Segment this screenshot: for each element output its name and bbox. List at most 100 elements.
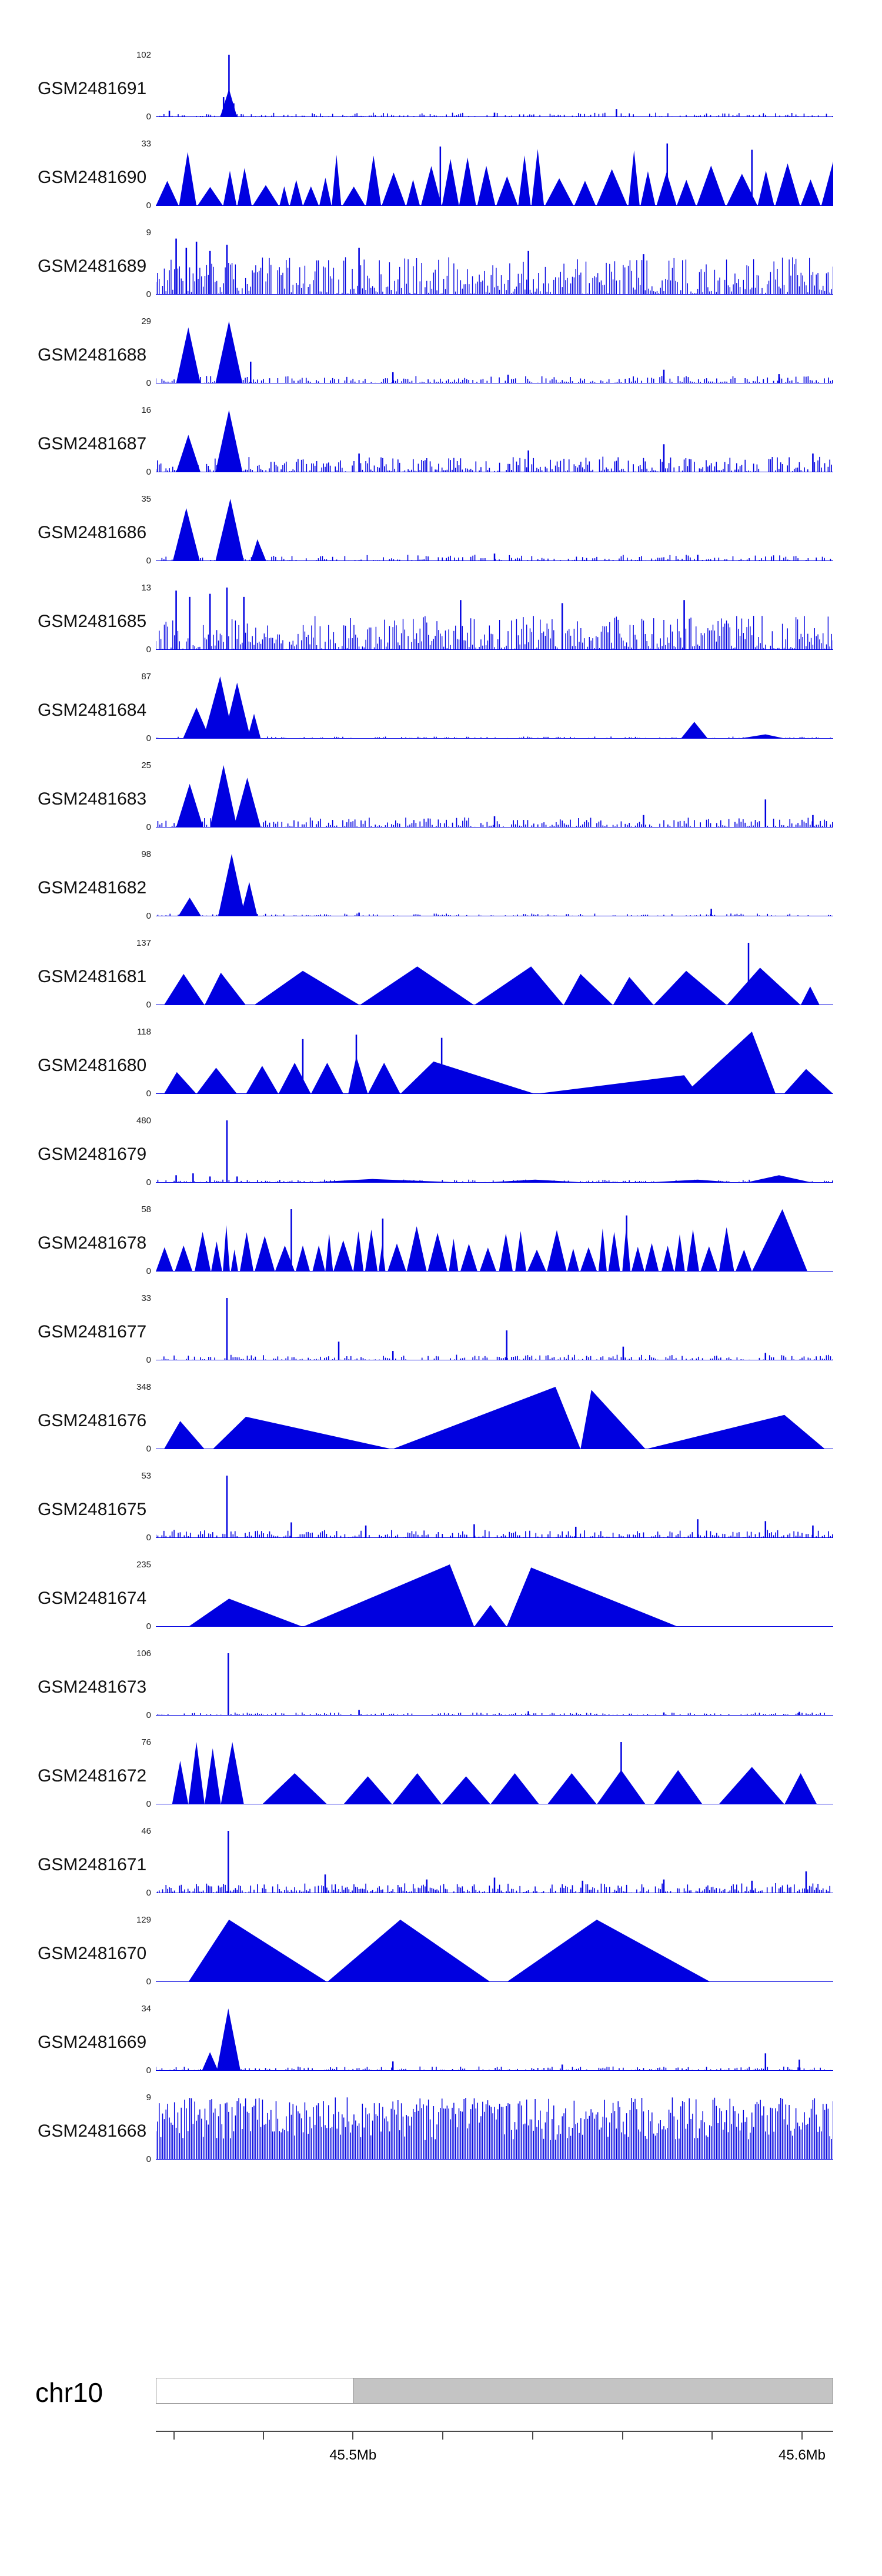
- y-axis-zero: 0: [146, 822, 151, 832]
- track-label: GSM2481685: [38, 611, 147, 631]
- y-axis-zero: 0: [146, 1977, 151, 1987]
- track-label: GSM2481687: [38, 433, 147, 453]
- chromosome-ruler: chr10 45.5Mb 45.6Mb: [0, 2361, 882, 2526]
- signal-area: [156, 1298, 833, 1360]
- signal-area: [156, 1032, 833, 1094]
- track-row: GSM2481668 9 0: [0, 2087, 882, 2175]
- track-label: GSM2481683: [38, 789, 147, 809]
- track-label: GSM2481676: [38, 1410, 147, 1430]
- y-axis-zero: 0: [146, 467, 151, 477]
- y-axis-max: 129: [136, 1915, 151, 1925]
- track-plot: 58 0: [141, 1205, 833, 1276]
- track-row: GSM2481673 106 0: [0, 1643, 882, 1731]
- track-plot: 76 0: [141, 1738, 833, 1808]
- track-plot: 235 0: [136, 1560, 833, 1631]
- y-axis-max: 118: [137, 1027, 151, 1037]
- signal-area: [156, 676, 833, 739]
- track-label: GSM2481674: [38, 1588, 147, 1608]
- signal-area: [156, 943, 833, 1005]
- track-row: GSM2481687 16 0: [0, 399, 882, 488]
- y-axis-max: 33: [141, 139, 151, 149]
- y-axis-max: 98: [141, 849, 151, 859]
- track-label: GSM2481691: [38, 78, 147, 98]
- signal-area: [156, 1564, 833, 1627]
- signal-area: [156, 1120, 833, 1183]
- y-axis-max: 58: [141, 1204, 151, 1214]
- track-row: GSM2481688 29 0: [0, 311, 882, 399]
- y-axis-zero: 0: [146, 645, 151, 655]
- signal-area: [156, 1476, 833, 1538]
- signal-area: [156, 854, 833, 916]
- signal-area: [156, 588, 833, 650]
- y-axis-zero: 0: [146, 733, 151, 743]
- y-axis-max: 9: [146, 2093, 151, 2103]
- y-axis-max: 35: [141, 494, 151, 504]
- track-label: GSM2481670: [38, 1943, 147, 1963]
- axis-tick: [173, 2431, 175, 2440]
- track-label: GSM2481673: [38, 1677, 147, 1697]
- track-plot: 16 0: [141, 406, 833, 476]
- y-axis-max: 34: [141, 2004, 151, 2014]
- track-row: GSM2481678 58 0: [0, 1199, 882, 1287]
- track-plot: 34 0: [141, 2004, 833, 2075]
- track-row: GSM2481671 46 0: [0, 1820, 882, 1909]
- track-row: GSM2481677 33 0: [0, 1287, 882, 1376]
- track-label: GSM2481668: [38, 2121, 147, 2141]
- track-plot: 348 0: [136, 1383, 833, 1453]
- y-axis-max: 480: [136, 1116, 151, 1126]
- y-axis-max: 25: [141, 760, 151, 770]
- track-label: GSM2481684: [38, 700, 147, 720]
- y-axis-zero: 0: [146, 378, 151, 388]
- axis-tick: [442, 2431, 444, 2440]
- signal-area: [156, 1742, 833, 1804]
- track-plot: 480 0: [136, 1116, 833, 1187]
- track-row: GSM2481670 129 0: [0, 1909, 882, 1998]
- chromosome-ideogram: [156, 2378, 833, 2404]
- y-axis-zero: 0: [146, 1888, 151, 1898]
- track-plot: 129 0: [136, 1916, 833, 1986]
- track-row: GSM2481674 235 0: [0, 1554, 882, 1643]
- y-axis-max: 102: [136, 50, 151, 60]
- axis-tick: [352, 2431, 354, 2440]
- y-axis-zero: 0: [146, 556, 151, 566]
- track-plot: 87 0: [141, 672, 833, 743]
- track-plot: 9 0: [146, 228, 833, 299]
- track-row: GSM2481685 13 0: [0, 577, 882, 666]
- track-row: GSM2481691 102 0: [0, 44, 882, 133]
- track-label: GSM2481671: [38, 1854, 147, 1874]
- y-axis-zero: 0: [146, 1621, 151, 1631]
- track-plot: 118 0: [137, 1027, 833, 1098]
- y-axis-zero: 0: [146, 1355, 151, 1365]
- y-axis-zero: 0: [146, 911, 151, 921]
- track-label: GSM2481677: [38, 1322, 147, 1342]
- signal-area: [156, 1387, 833, 1449]
- track-label: GSM2481690: [38, 167, 147, 187]
- track-row: GSM2481680 118 0: [0, 1021, 882, 1110]
- track-label: GSM2481675: [38, 1499, 147, 1519]
- y-axis-max: 137: [136, 938, 151, 948]
- track-plot: 35 0: [141, 495, 833, 565]
- y-axis-zero: 0: [146, 1000, 151, 1010]
- track-plot: 9 0: [146, 2093, 833, 2164]
- ideogram-q-arm: [353, 2378, 833, 2403]
- track-label: GSM2481682: [38, 877, 147, 897]
- track-row: GSM2481684 87 0: [0, 666, 882, 755]
- y-axis-zero: 0: [146, 2066, 151, 2076]
- axis-tick: [263, 2431, 265, 2440]
- y-axis-max: 16: [141, 405, 151, 415]
- y-axis-max: 33: [141, 1293, 151, 1303]
- track-plot: 137 0: [136, 939, 833, 1009]
- y-axis-max: 53: [141, 1471, 151, 1481]
- signal-area: [156, 238, 833, 295]
- signal-area: [156, 55, 833, 117]
- signal-area: [156, 2008, 833, 2071]
- y-axis-zero: 0: [146, 1089, 151, 1099]
- track-plot: 106 0: [136, 1649, 833, 1720]
- signal-area: [156, 1653, 833, 1716]
- genome-axis: 45.5Mb 45.6Mb: [156, 2431, 833, 2479]
- y-axis-zero: 0: [146, 1177, 151, 1187]
- signal-area: [156, 1209, 833, 1272]
- y-axis-max: 235: [136, 1560, 151, 1570]
- y-axis-max: 106: [136, 1649, 151, 1659]
